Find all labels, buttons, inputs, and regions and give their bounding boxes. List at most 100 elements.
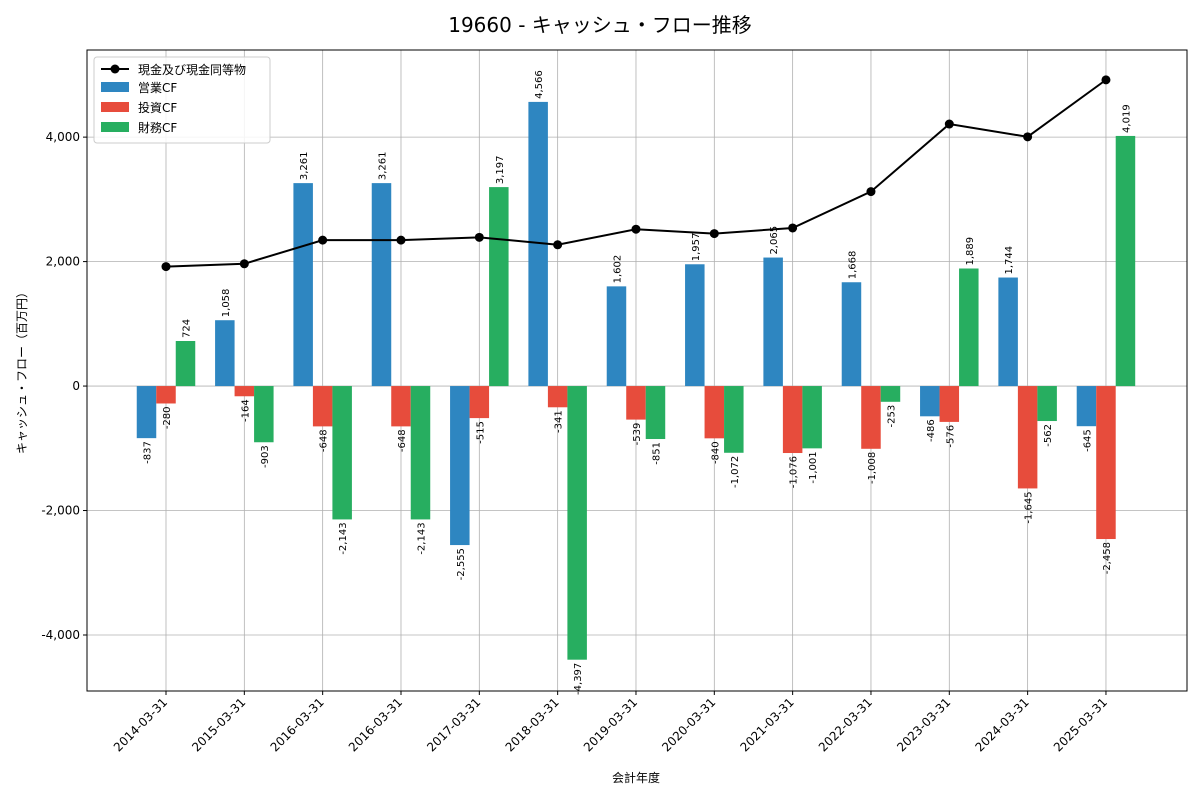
investing-cf-bar: [1096, 386, 1116, 540]
operating-cf-bar: [606, 286, 627, 387]
operating-cf-bar: [1076, 386, 1097, 427]
operating-cf-bar: [685, 264, 705, 387]
financing-cf-data-label: 1,889: [965, 237, 976, 266]
operating-cf-bar: [136, 386, 157, 439]
x-axis-label: 会計年度: [612, 770, 660, 785]
y-tick-label: -2,000: [41, 504, 80, 518]
cash-equivalents-point: [396, 235, 406, 245]
investing-cf-bar: [939, 386, 960, 422]
operating-cf-bar: [763, 257, 783, 387]
legend-label-cash: 現金及び現金同等物: [138, 62, 246, 77]
financing-cf-bar: [724, 386, 744, 453]
y-tick-label: 0: [72, 379, 80, 393]
legend: 現金及び現金同等物 営業CF 投資CF 財務CF: [93, 56, 271, 144]
financing-cf-data-label: -4,397: [573, 663, 584, 695]
y-axis-label: キャッシュ・フロー（百万円）: [15, 286, 29, 454]
investing-cf-data-label: -2,458: [1102, 542, 1113, 574]
financing-cf-data-label: -2,143: [338, 522, 349, 554]
operating-cf-bar: [293, 183, 313, 387]
investing-cf-data-label: -648: [397, 429, 408, 452]
line-layer: [161, 75, 1111, 272]
investing-cf-data-label: -280: [162, 406, 173, 429]
operating-cf-bar: [450, 386, 470, 546]
financing-cf-data-label: 724: [182, 319, 193, 338]
operating-cf-bar: [215, 320, 235, 387]
operating-cf-data-label: -486: [926, 419, 937, 442]
cash-equivalents-point: [239, 259, 249, 269]
plot-frame: [86, 49, 1188, 692]
investing-cf-data-label: -648: [319, 429, 330, 452]
operating-cf-data-label: 1,058: [221, 289, 232, 318]
cash-equivalents-point: [553, 240, 563, 250]
operating-cf-data-label: 1,957: [691, 233, 702, 262]
cash-equivalents-point: [866, 187, 876, 197]
operating-cf-data-label: -837: [143, 441, 154, 464]
investing-cf-data-label: -539: [632, 423, 643, 446]
operating-cf-data-label: 3,261: [377, 151, 388, 180]
investing-cf-bar: [626, 386, 646, 420]
y-tick-label: 2,000: [46, 255, 80, 269]
legend-label-financing: 財務CF: [138, 120, 177, 135]
investing-cf-bar: [547, 386, 568, 408]
operating-cf-data-label: 1,602: [612, 255, 623, 284]
financing-cf-bar: [959, 268, 979, 387]
operating-cf-data-label: 3,261: [299, 151, 310, 180]
financing-cf-data-label: -562: [1043, 424, 1054, 447]
financing-cf-data-label: -1,001: [808, 451, 819, 483]
financing-cf-bar: [567, 386, 587, 660]
chart-title: 19660 - キャッシュ・フロー推移: [448, 13, 752, 37]
cash-equivalents-point: [709, 229, 719, 239]
financing-cf-bar: [1037, 386, 1057, 422]
legend-swatch-investing: [101, 102, 129, 112]
legend-label-operating: 営業CF: [138, 81, 177, 95]
cash-equivalents-point: [474, 232, 484, 242]
legend-swatch-financing: [101, 122, 129, 132]
investing-cf-bar: [861, 386, 881, 449]
cash-equivalents-point: [1101, 75, 1111, 85]
financing-cf-data-label: 4,019: [1121, 104, 1132, 133]
investing-cf-bar: [391, 386, 411, 427]
investing-cf-data-label: -1,645: [1024, 491, 1035, 523]
operating-cf-bar: [841, 282, 862, 387]
investing-cf-data-label: -164: [240, 399, 251, 422]
operating-cf-bar: [528, 101, 548, 387]
cash-equivalents-point: [788, 223, 798, 233]
cash-equivalents-point: [944, 119, 954, 129]
cash-equivalents-point: [1023, 132, 1033, 142]
financing-cf-data-label: -903: [260, 445, 271, 468]
data-label-layer: -837 1,058 3,261 3,261 -2,555 4,566 1,602 1,957…: [143, 70, 1133, 695]
legend-marker-swatch: [110, 64, 120, 74]
investing-cf-data-label: -576: [945, 425, 956, 448]
investing-cf-bar: [312, 386, 333, 427]
financing-cf-bar: [880, 386, 901, 402]
investing-cf-bar: [704, 386, 725, 439]
financing-cf-bar: [1115, 135, 1136, 387]
investing-cf-bar: [1017, 386, 1038, 489]
financing-cf-bar: [645, 386, 666, 440]
investing-cf-bar: [234, 386, 255, 397]
financing-cf-bar: [410, 386, 431, 520]
financing-cf-bar: [254, 386, 274, 443]
operating-cf-bar: [371, 183, 392, 387]
bar-layer: [136, 101, 1136, 660]
financing-cf-data-label: -1,072: [730, 456, 741, 488]
cash-equivalents-point: [631, 224, 641, 234]
financing-cf-data-label: -253: [886, 405, 897, 428]
cash-equivalents-point: [161, 262, 171, 272]
operating-cf-bar: [920, 386, 940, 417]
legend-swatch-operating: [101, 82, 129, 92]
financing-cf-bar: [802, 386, 822, 449]
financing-cf-data-label: -2,143: [416, 522, 427, 554]
operating-cf-data-label: 4,566: [534, 70, 545, 99]
operating-cf-data-label: -2,555: [456, 548, 467, 580]
legend-label-investing: 投資CF: [138, 100, 177, 115]
financing-cf-data-label: -851: [651, 442, 662, 465]
investing-cf-data-label: -1,076: [789, 456, 800, 488]
investing-cf-data-label: -1,008: [867, 452, 878, 484]
operating-cf-bar: [998, 277, 1018, 387]
financing-cf-bar: [489, 187, 509, 387]
y-tick-label: 4,000: [46, 130, 80, 144]
investing-cf-bar: [156, 386, 176, 404]
